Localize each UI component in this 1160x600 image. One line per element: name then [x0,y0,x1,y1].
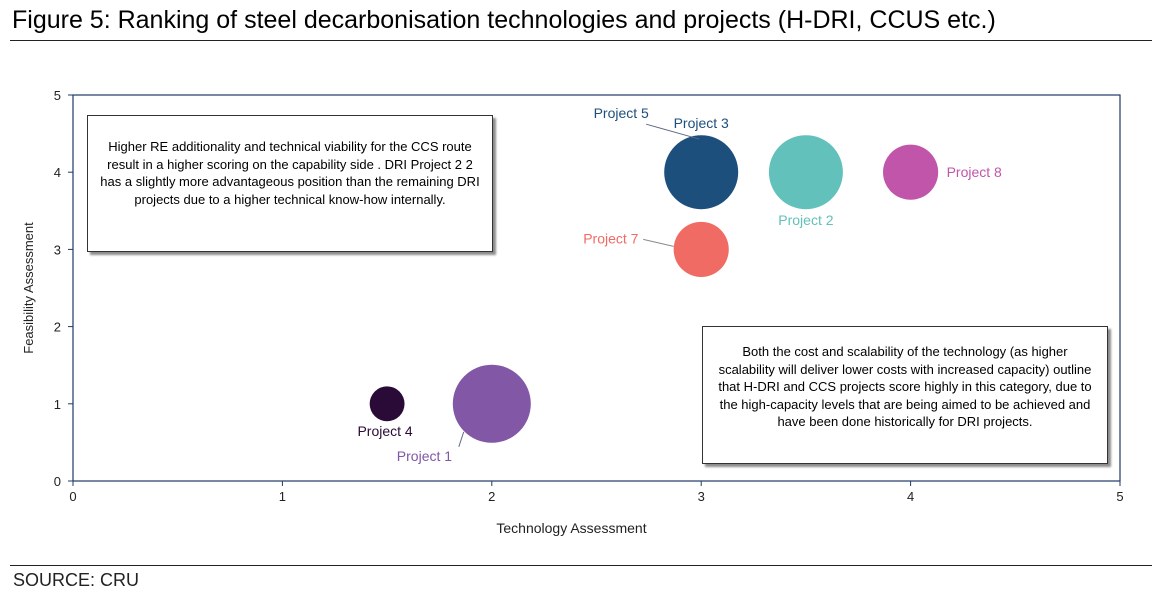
x-tick-label: 5 [1116,489,1123,504]
bubble-label: Project 1 [397,448,452,464]
y-tick-label: 5 [54,88,61,103]
source-rule [10,565,1152,566]
x-tick-label: 4 [907,489,914,504]
y-axis-label: Feasibility Assessment [21,222,36,354]
x-tick-label: 0 [69,489,76,504]
annotation-cost-scalability: Both the cost and scalability of the tec… [702,326,1108,464]
y-tick-label: 0 [54,474,61,489]
leader-line [646,123,700,140]
x-tick-label: 2 [488,489,495,504]
bubble-label: Project 2 [778,212,833,228]
bubble-project-1 [452,364,531,443]
annotation-capability: Higher RE additionality and technical vi… [87,115,493,252]
x-tick-label: 1 [279,489,286,504]
bubble-label: Project 8 [947,164,1002,180]
leader-line [643,238,674,247]
chart-bubbles [369,135,939,443]
source-note: SOURCE: CRU [13,570,140,590]
x-tick-label: 3 [698,489,705,504]
leader-line [458,431,465,447]
bubble-project-7 [673,221,729,277]
y-tick-label: 1 [54,397,61,412]
bubble-project-2 [768,135,843,210]
y-tick-label: 4 [54,165,61,180]
chart-axes: 0 1 2 3 4 5 0 1 2 3 4 5 Technology Assessment Feasibi… [21,88,1124,536]
y-tick-label: 3 [54,242,61,257]
bubble-project-4 [369,386,405,422]
bubble-project-8 [883,144,939,200]
bubble-label: Project 3 [674,115,729,131]
figure-title: Figure 5: Ranking of steel decarbonisati… [12,6,996,34]
title-rule [10,40,1152,41]
chart-labels: Project 1 Project 2 Project 3 Project 4 Proj… [357,105,1002,464]
bubble-label: Project 7 [583,230,638,246]
x-axis-label: Technology Assessment [496,520,646,536]
bubble-label: Project 4 [357,423,412,439]
bubble-project-3 [664,135,739,210]
plot-area [72,94,1121,482]
bubble-label: Project 5 [594,105,649,121]
y-tick-label: 2 [54,320,61,335]
